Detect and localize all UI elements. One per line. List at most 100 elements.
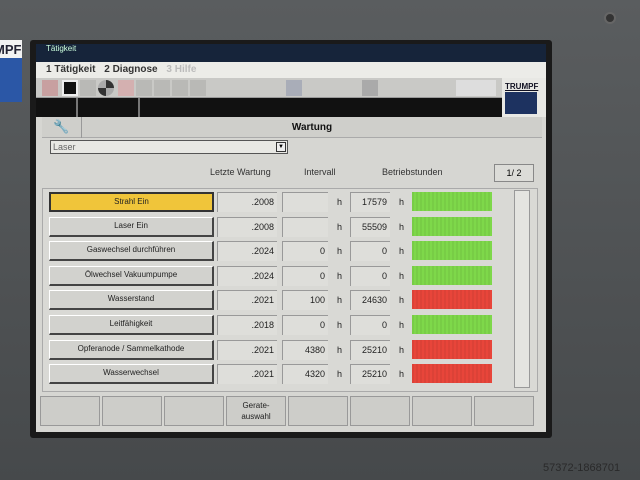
- status-indicator: [412, 339, 492, 359]
- unit-label: h: [337, 246, 343, 257]
- operating-hours-value: 0: [350, 265, 390, 286]
- table-row: Strahl Ein .2008 h 17579 h: [43, 192, 533, 213]
- unit-label: h: [399, 295, 405, 306]
- last-maintenance-date: .2021: [217, 339, 277, 360]
- interval-value: [282, 192, 328, 212]
- wrench-icon: 🔧: [42, 117, 82, 138]
- unit-label: h: [337, 221, 343, 232]
- interval-value: 4320: [282, 364, 328, 385]
- exit-icon[interactable]: [62, 80, 78, 96]
- operating-hours-value: 25210: [350, 339, 390, 360]
- bezel-logo: MPF: [0, 40, 22, 102]
- maintenance-item-button[interactable]: Gaswechsel durchführen: [49, 241, 214, 262]
- maintenance-item-button[interactable]: Wasserstand: [49, 290, 214, 311]
- stop-icon[interactable]: [42, 80, 58, 96]
- page-header: 🔧 Wartung: [42, 117, 542, 138]
- unit-label: h: [399, 270, 405, 281]
- page-indicator: 1/ 2: [494, 164, 534, 182]
- unit-label: h: [337, 320, 343, 330]
- maintenance-item-button[interactable]: Leitfähigkeit: [49, 315, 214, 335]
- interval-value: 0: [282, 265, 328, 286]
- toolbar-button[interactable]: [154, 80, 170, 96]
- maintenance-item-button[interactable]: Laser Ein: [49, 216, 214, 237]
- last-maintenance-date: .2021: [217, 290, 277, 311]
- unit-label: h: [337, 295, 343, 306]
- column-header-interval: Intervall: [304, 167, 336, 177]
- status-indicator: [412, 265, 492, 285]
- trumpf-logo: TRUMPF: [502, 78, 546, 117]
- mss-icon[interactable]: [118, 80, 134, 96]
- last-maintenance-date: .2021: [217, 364, 277, 385]
- status-indicator: [412, 315, 492, 334]
- toolbar-button[interactable]: [80, 80, 96, 96]
- operating-hours-value: 0: [350, 315, 390, 335]
- unit-label: h: [399, 344, 405, 355]
- status-indicator: [412, 192, 492, 211]
- table-row: Opferanode / Sammelkathode .2021 4380 h …: [43, 339, 533, 361]
- table-row: Ölwechsel Vakuumpumpe .2024 0 h 0 h: [43, 265, 533, 287]
- operating-hours-value: 24630: [350, 290, 390, 311]
- column-header-last-maintenance: Letzte Wartung: [210, 167, 271, 177]
- last-maintenance-date: .2008: [217, 216, 277, 237]
- table-row: Leitfähigkeit .2018 0 h 0 h: [43, 315, 533, 336]
- maintenance-item-button[interactable]: Opferanode / Sammelkathode: [49, 339, 214, 360]
- softkey-2[interactable]: [102, 396, 162, 426]
- maintenance-item-button[interactable]: Strahl Ein: [49, 192, 214, 212]
- counter-icon[interactable]: [136, 80, 152, 96]
- column-header-operating-hours: Betriebstunden: [382, 167, 443, 177]
- toolbar-button[interactable]: [286, 80, 302, 96]
- status-bar: [36, 98, 502, 117]
- softkey-7[interactable]: [412, 396, 472, 426]
- screw-icon: [604, 12, 616, 24]
- unit-label: h: [399, 369, 405, 380]
- status-field: [456, 80, 496, 96]
- menu-item-taetigkeit[interactable]: 1 Tätigkeit: [46, 64, 96, 75]
- maintenance-item-button[interactable]: Ölwechsel Vakuumpumpe: [49, 265, 214, 286]
- status-indicator: [412, 216, 492, 236]
- watermark: 57372-1868701: [543, 462, 621, 474]
- menu-item-diagnose[interactable]: 2 Diagnose: [104, 64, 158, 75]
- status-indicator: [412, 241, 492, 261]
- status-indicator: [412, 364, 492, 384]
- toolbar-button[interactable]: [172, 80, 188, 96]
- program-icon[interactable]: [98, 80, 114, 96]
- softkey-3[interactable]: [164, 396, 224, 426]
- menu-bar: 1 Tätigkeit 2 Diagnose 3 Hilfe: [36, 62, 546, 78]
- table-row: Wasserstand .2021 100 h 24630 h: [43, 290, 533, 311]
- menu-item-hilfe[interactable]: 3 Hilfe: [166, 64, 197, 75]
- title-bar: Tätigkeit: [36, 44, 546, 62]
- toolbar-button[interactable]: [362, 80, 378, 96]
- scrollbar[interactable]: [514, 190, 530, 388]
- unit-label: h: [399, 221, 405, 232]
- softkey-4[interactable]: Gerate- auswahl: [226, 396, 286, 426]
- unit-label: h: [337, 270, 343, 281]
- last-maintenance-date: .2024: [217, 241, 277, 262]
- softkey-8[interactable]: [474, 396, 534, 426]
- table-row: Laser Ein .2008 h 55509 h: [43, 216, 533, 238]
- chevron-down-icon[interactable]: ▼: [276, 142, 286, 152]
- softkey-1[interactable]: [40, 396, 100, 426]
- interval-value: 4380: [282, 339, 328, 360]
- unit-label: h: [337, 197, 343, 207]
- softkey-5[interactable]: [288, 396, 348, 426]
- last-maintenance-date: .2008: [217, 192, 277, 212]
- table-row: Wasserwechsel .2021 4320 h 25210 h: [43, 364, 533, 385]
- unit-label: h: [399, 320, 405, 330]
- last-maintenance-date: .2018: [217, 315, 277, 335]
- interval-value: 0: [282, 315, 328, 335]
- page-title: Wartung: [291, 122, 333, 133]
- operating-hours-value: 0: [350, 241, 390, 262]
- unit-label: h: [399, 246, 405, 257]
- device-select[interactable]: Laser ▼: [50, 140, 288, 154]
- interval-value: 100: [282, 290, 328, 311]
- toolbar-button[interactable]: [190, 80, 206, 96]
- operating-hours-value: 17579: [350, 192, 390, 212]
- unit-label: h: [337, 369, 343, 380]
- last-maintenance-date: .2024: [217, 265, 277, 286]
- unit-label: h: [337, 344, 343, 355]
- maintenance-item-button[interactable]: Wasserwechsel: [49, 364, 214, 385]
- softkey-6[interactable]: [350, 396, 410, 426]
- operating-hours-value: 25210: [350, 364, 390, 385]
- status-indicator: [412, 290, 492, 310]
- unit-label: h: [399, 197, 405, 207]
